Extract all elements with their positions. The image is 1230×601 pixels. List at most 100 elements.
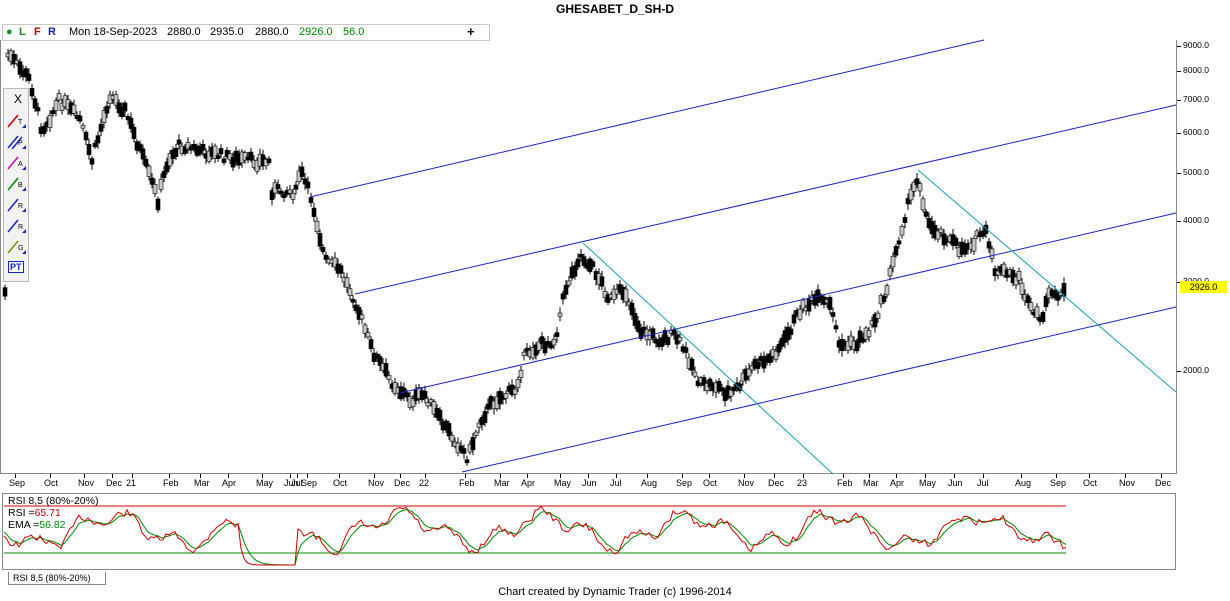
candle-body bbox=[662, 330, 668, 343]
candle-body bbox=[302, 178, 308, 185]
candle-body bbox=[23, 68, 29, 78]
time-tick-label: May bbox=[919, 478, 937, 488]
candle-body bbox=[308, 197, 314, 203]
time-tick-mark bbox=[647, 474, 648, 478]
time-tick-mark bbox=[425, 474, 426, 478]
candle-body bbox=[176, 139, 182, 145]
candle-body bbox=[986, 241, 992, 249]
candle-body bbox=[386, 375, 392, 380]
candle-body bbox=[875, 312, 881, 319]
candle-body bbox=[1016, 270, 1022, 281]
candle-body bbox=[806, 298, 812, 312]
flag-f[interactable]: F bbox=[34, 26, 41, 38]
candle-body bbox=[860, 337, 866, 343]
add-button[interactable]: + bbox=[467, 24, 475, 39]
pattern-tool-icon[interactable]: PT bbox=[8, 261, 24, 273]
price-tick: 6000.0 bbox=[1177, 127, 1209, 137]
candle-body bbox=[914, 178, 920, 185]
candle-body bbox=[905, 197, 911, 205]
candlestick-series bbox=[2, 48, 1067, 466]
candle-body bbox=[962, 243, 968, 255]
gann-fan-tool-icon[interactable]: G bbox=[6, 238, 26, 256]
time-tick-label: Nov bbox=[78, 478, 95, 488]
candle-body bbox=[278, 190, 284, 195]
candle-body bbox=[695, 380, 701, 387]
flag-l[interactable]: L bbox=[19, 26, 26, 38]
rsi-legend: RSI 8,5 (80%-20%) RSI =65.71 EMA =56.82 bbox=[8, 495, 98, 531]
time-tick-label: Apr bbox=[222, 478, 237, 488]
time-tick-label: Apr bbox=[521, 478, 536, 488]
time-tick-mark bbox=[262, 474, 263, 478]
time-tick-label: Oct bbox=[703, 478, 718, 488]
time-tick-mark bbox=[307, 474, 308, 478]
candle-body bbox=[200, 143, 206, 151]
candle-body bbox=[311, 207, 317, 217]
candle-body bbox=[560, 293, 566, 300]
candle-body bbox=[521, 351, 527, 356]
candle-body bbox=[911, 182, 917, 192]
candle-body bbox=[299, 166, 305, 177]
candle-body bbox=[173, 147, 179, 157]
candle-body bbox=[683, 347, 689, 353]
candle-body bbox=[791, 314, 797, 324]
time-tick-label: Dec bbox=[394, 478, 411, 488]
candle-body bbox=[41, 125, 47, 135]
candle-body bbox=[1010, 269, 1016, 284]
candle-body bbox=[581, 256, 587, 266]
price-tick: 8000.0 bbox=[1177, 65, 1209, 75]
candle-body bbox=[557, 312, 563, 317]
time-tick-mark bbox=[374, 474, 375, 478]
time-tick-mark bbox=[1056, 474, 1057, 478]
alt-band-tool-icon[interactable]: B bbox=[6, 175, 26, 193]
candle-body bbox=[344, 277, 350, 288]
time-tick-label: Jun bbox=[582, 478, 597, 488]
price-chart-panel[interactable] bbox=[0, 40, 1176, 474]
price-axis[interactable]: 9000.0 8000.0 7000.0 6000.0 5000.0 4000.… bbox=[1176, 40, 1229, 474]
candle-body bbox=[701, 377, 707, 386]
candle-body bbox=[548, 343, 554, 349]
candle-body bbox=[908, 188, 914, 201]
candle-body bbox=[923, 211, 929, 217]
pitchfork-channel bbox=[309, 39, 1177, 473]
trendline-tool-icon[interactable]: T bbox=[6, 112, 26, 130]
rsi-label: RSI = bbox=[8, 507, 35, 519]
candle-body bbox=[1013, 276, 1019, 286]
candle-body bbox=[524, 347, 530, 352]
candle-body bbox=[788, 328, 794, 335]
tab-rsi[interactable]: RSI 8,5 (80%-20%) bbox=[8, 572, 106, 585]
time-tick-label: Jul bbox=[610, 478, 622, 488]
candle-body bbox=[362, 324, 368, 334]
candle-body bbox=[323, 254, 329, 260]
ratio-alt-tool-icon[interactable]: R bbox=[6, 217, 26, 235]
time-axis[interactable]: Sep Oct Nov Dec 21 Feb Mar Apr May Jun Jul Sep Oct No… bbox=[0, 474, 1176, 492]
time-tick-label: Dec bbox=[1155, 478, 1172, 488]
retracement-tool-icon[interactable]: A bbox=[6, 154, 26, 172]
candle-body bbox=[650, 328, 656, 339]
rsi-panel[interactable] bbox=[2, 493, 1176, 570]
status-dot-icon[interactable]: ● bbox=[6, 26, 13, 38]
candle-body bbox=[83, 131, 89, 141]
time-tick-mark bbox=[15, 474, 16, 478]
candle-body bbox=[599, 276, 605, 287]
close-icon[interactable]: X bbox=[14, 92, 23, 106]
candle-body bbox=[11, 54, 17, 65]
ema-label: EMA = bbox=[8, 519, 40, 531]
ratio-tool-icon[interactable]: R bbox=[6, 196, 26, 214]
time-tick-label: Dec bbox=[768, 478, 785, 488]
candle-body bbox=[554, 332, 560, 337]
candle-body bbox=[692, 371, 698, 377]
flag-r[interactable]: R bbox=[48, 26, 56, 38]
time-tick-label: Nov bbox=[1119, 478, 1136, 488]
candle-body bbox=[77, 115, 83, 122]
bar-change: 56.0 bbox=[343, 26, 365, 38]
candle-body bbox=[368, 339, 374, 349]
candle-body bbox=[542, 341, 548, 354]
parallel-tool-icon[interactable]: P bbox=[6, 133, 26, 151]
time-tick-label: Nov bbox=[368, 478, 385, 488]
time-tick-mark bbox=[983, 474, 984, 478]
candle-body bbox=[266, 158, 272, 163]
time-tick-mark bbox=[290, 474, 291, 478]
time-tick-mark bbox=[774, 474, 775, 478]
candle-body bbox=[218, 148, 224, 155]
time-tick-label: Mar bbox=[494, 478, 510, 488]
